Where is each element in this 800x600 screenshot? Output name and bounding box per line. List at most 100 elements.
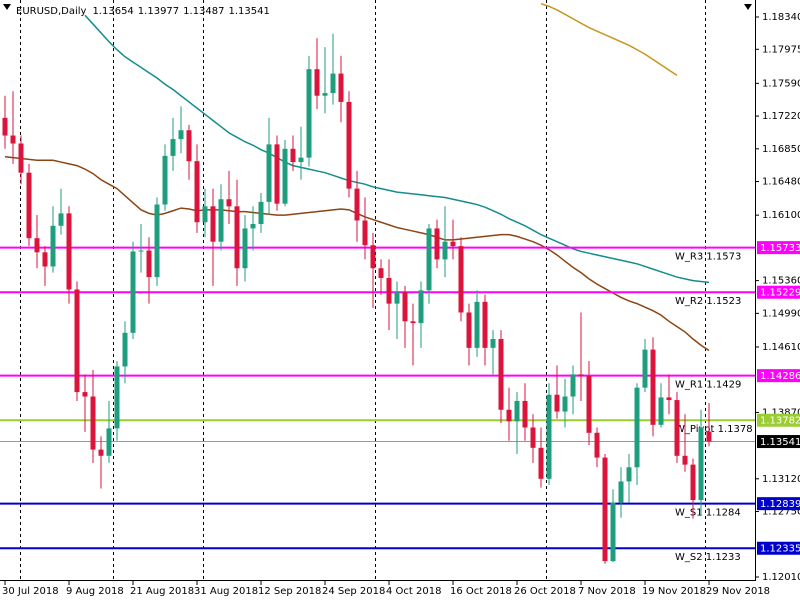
x-tick-label: 12 Sep 2018 (258, 586, 321, 597)
y-tick-label: 1.14990 (762, 308, 800, 319)
y-tick-label: 1.14610 (762, 342, 800, 353)
candle-body (274, 144, 280, 204)
y-tick-label: 1.17975 (762, 44, 800, 55)
level-tag (757, 541, 800, 555)
candle-body (2, 117, 8, 136)
candle-body (610, 502, 616, 562)
candle-body (370, 245, 376, 269)
x-tick-label: 19 Nov 2018 (642, 586, 706, 597)
candle-body (490, 339, 496, 348)
level-tag (757, 241, 800, 255)
x-tick-label: 9 Aug 2018 (66, 586, 124, 597)
low-value: 1.13487 (183, 6, 224, 17)
candle-body (122, 332, 128, 367)
candle-body (378, 268, 384, 278)
high-value: 1.13977 (138, 6, 179, 17)
candle-body (570, 374, 576, 397)
candle-body (194, 161, 200, 223)
candle-body (410, 321, 416, 324)
candle-body (42, 252, 48, 267)
candle-body (346, 101, 352, 189)
level-label: W_R3 1.1573 (675, 252, 741, 263)
menu-icon[interactable] (3, 4, 11, 10)
candle-body (426, 228, 432, 291)
candle-body (162, 155, 168, 205)
candle-body (522, 400, 528, 428)
x-tick-label: 30 Jul 2018 (2, 586, 59, 597)
candle-body (354, 188, 360, 221)
candle-body (578, 374, 584, 377)
candle-body (586, 376, 592, 433)
y-tick-label: 1.15360 (762, 276, 800, 287)
candle-body (218, 199, 224, 242)
level-label: W_R2 1.1523 (675, 296, 741, 307)
candle-body (146, 250, 152, 278)
y-tick-label: 1.12010 (762, 572, 800, 583)
level-tag-text: 1.12335 (760, 544, 800, 555)
candle-body (90, 396, 96, 450)
candle-body (658, 397, 664, 425)
candle-body (138, 250, 144, 252)
level-tag (757, 497, 800, 511)
candle-body (66, 213, 72, 290)
candle-body (706, 431, 712, 442)
level-tag (757, 369, 800, 383)
candle-body (106, 428, 112, 456)
y-tick-label: 1.16480 (762, 177, 800, 188)
candle-body (50, 225, 56, 267)
candle-body (546, 394, 552, 479)
candle-body (634, 387, 640, 468)
x-tick-label: 16 Oct 2018 (450, 586, 512, 597)
candle-body (674, 400, 680, 456)
candle-body (234, 206, 240, 269)
candle-body (666, 397, 672, 401)
candle-body (474, 301, 480, 348)
level-tag-text: 1.14286 (760, 371, 800, 382)
x-tick-label: 26 Oct 2018 (514, 586, 576, 597)
candle-body (650, 349, 656, 425)
candle-body (178, 130, 184, 140)
x-tick-label: 4 Oct 2018 (386, 586, 441, 597)
candle-body (130, 251, 136, 333)
candle-body (306, 69, 312, 158)
candle-body (642, 349, 648, 388)
x-tick-label: 29 Nov 2018 (706, 586, 770, 597)
candle-body (682, 455, 688, 465)
candle-body (322, 93, 328, 96)
candle-body (34, 238, 40, 253)
x-tick-label: 7 Nov 2018 (578, 586, 636, 597)
candle-body (266, 144, 272, 202)
candle-body (154, 204, 160, 278)
candle-body (562, 396, 568, 412)
candle-body (690, 464, 696, 501)
moving-average (84, 14, 710, 284)
candle-body (298, 157, 304, 163)
candle-body (338, 73, 344, 102)
level-label: W_R1 1.1429 (675, 380, 741, 391)
candle-body (210, 206, 216, 242)
y-tick-label: 1.12750 (762, 507, 800, 518)
candle-body (330, 73, 336, 94)
x-tick-label: 31 Aug 2018 (194, 586, 258, 597)
candle-body (442, 241, 448, 260)
level-tag (757, 285, 800, 299)
y-tick-label: 1.13120 (762, 474, 800, 485)
y-tick-label: 1.16100 (762, 210, 800, 221)
symbol-title: EURUSD,Daily (16, 6, 87, 17)
candle-body (458, 246, 464, 313)
candle-body (258, 201, 264, 225)
candle-body (618, 481, 624, 503)
current-price-text: 1.13541 (760, 437, 800, 448)
candle-body (314, 69, 320, 96)
chart-header: EURUSD,Daily 1.13654 1.13977 1.13487 1.13541 (16, 6, 270, 17)
candle-body (498, 339, 504, 410)
x-tick-label: 24 Sep 2018 (322, 586, 385, 597)
level-tag-text: 1.15229 (760, 288, 800, 299)
y-tick-label: 1.18340 (762, 12, 800, 23)
plot: W_R3 1.1573 W_R2 1.1523 W_R1 1.1429 W_Pivot… (0, 3, 755, 564)
scroll-icon[interactable] (744, 4, 752, 10)
x-tick-label: 21 Aug 2018 (130, 586, 194, 597)
candle-body (698, 427, 704, 501)
